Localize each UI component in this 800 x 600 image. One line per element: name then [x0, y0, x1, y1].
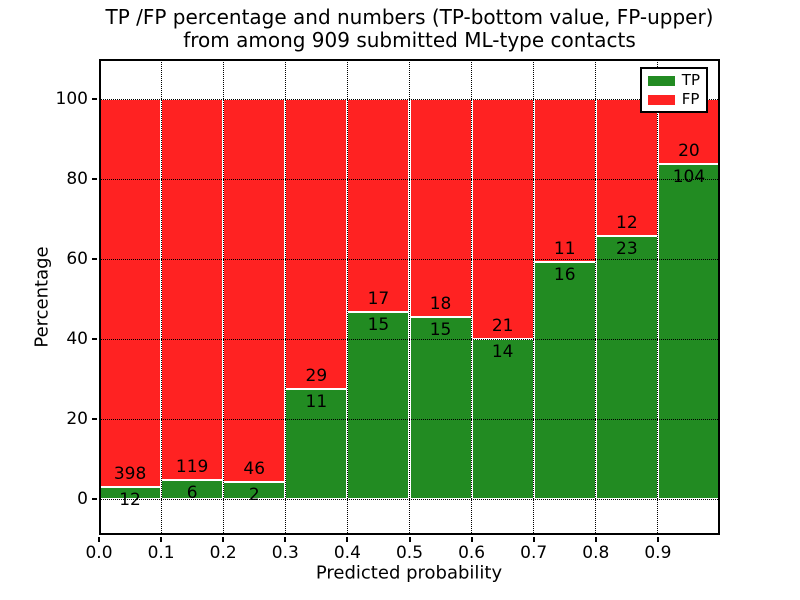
chart-title-line2: from among 909 submitted ML-type contact…	[183, 28, 636, 52]
bar-segment-tp	[347, 311, 410, 499]
bar-segment-tp	[409, 317, 472, 499]
x-tick-mark	[408, 537, 411, 542]
legend-item-fp: FP	[647, 90, 700, 108]
bar-segment-fp	[533, 99, 596, 262]
bar-segment-tp	[223, 482, 286, 499]
bar-segment-fp	[161, 99, 224, 480]
bar-segment-fp	[223, 99, 286, 483]
bar-label-fp: 11	[553, 238, 576, 259]
bar-label-tp: 2	[248, 485, 260, 506]
x-tick-mark	[160, 537, 163, 542]
bar-segment-fp	[409, 99, 472, 318]
y-tick-mark	[92, 258, 97, 260]
bar-segment-fp	[347, 99, 410, 312]
bar-label-fp: 20	[678, 140, 700, 161]
bar-label-fp: 12	[616, 213, 638, 234]
bar-segment-tp	[161, 479, 224, 499]
bar-label-fp: 17	[367, 288, 390, 309]
bar-segment-fp	[595, 99, 658, 237]
x-tick-label: 0.0	[85, 543, 113, 563]
bar-label-tp: 14	[491, 342, 514, 362]
bar-segment-fp	[99, 99, 162, 488]
x-tick-label: 0.9	[644, 543, 672, 563]
y-tick-mark	[92, 418, 97, 420]
x-tick-mark	[284, 537, 287, 542]
x-tick-label: 0.8	[582, 543, 610, 563]
bar-label-tp: 6	[186, 482, 198, 503]
bar-label-tp: 16	[553, 264, 576, 285]
legend-label-tp: TP	[681, 71, 700, 89]
bar-label-tp: 15	[367, 314, 390, 335]
legend-swatch-tp	[647, 75, 675, 86]
x-tick-label: 0.4	[333, 543, 361, 563]
gridline-vertical	[222, 59, 224, 535]
x-tick-mark	[470, 537, 473, 542]
legend-item-tp: TP	[647, 71, 700, 89]
bar-segment-tp	[657, 163, 720, 499]
x-tick-mark	[98, 537, 100, 542]
gridline-horizontal	[99, 98, 720, 100]
bar-label-fp: 398	[113, 464, 147, 485]
x-tick-label: 0.3	[271, 543, 299, 563]
gridline-horizontal	[99, 338, 720, 340]
x-tick-mark	[594, 537, 597, 542]
y-tick-mark	[92, 178, 97, 180]
x-tick-label: 0.6	[458, 543, 486, 563]
bar-label-fp: 46	[243, 459, 266, 480]
bar-segment-fp	[285, 99, 348, 389]
gridline-horizontal	[99, 418, 720, 420]
x-tick-mark	[656, 537, 659, 542]
x-tick-mark	[346, 537, 349, 542]
bar-label-tp: 15	[429, 320, 452, 341]
gridline-horizontal	[99, 498, 720, 500]
y-tick-label: 100	[55, 89, 88, 109]
legend-label-fp: FP	[681, 90, 700, 108]
gridline-vertical	[160, 59, 162, 535]
gridline-vertical	[346, 59, 348, 535]
x-axis-label: Predicted probability	[315, 562, 503, 584]
legend-swatch-fp	[647, 94, 675, 105]
x-tick-mark	[222, 537, 225, 542]
gridline-horizontal	[99, 258, 720, 260]
x-tick-label: 0.1	[147, 543, 175, 563]
chart-title: TP /FP percentage and numbers (TP-bottom…	[99, 6, 720, 52]
bar-segment-fp	[471, 99, 534, 339]
x-tick-label: 0.2	[209, 543, 237, 563]
bar-label-fp: 119	[175, 456, 209, 477]
chart-title-line1: TP /FP percentage and numbers (TP-bottom…	[105, 5, 714, 29]
bar-label-tp: 11	[305, 392, 328, 412]
y-tick-mark	[92, 498, 97, 500]
y-tick-mark	[92, 338, 97, 340]
x-tick-label: 0.5	[395, 543, 424, 563]
y-tick-label: 80	[66, 169, 88, 189]
bar-segment-tp	[285, 389, 348, 499]
gridline-vertical	[595, 59, 597, 535]
x-tick-mark	[532, 537, 535, 542]
y-tick-label: 20	[66, 409, 88, 429]
bar-label-fp: 21	[491, 316, 514, 336]
legend: TP FP	[639, 67, 708, 113]
gridline-vertical	[657, 59, 659, 535]
bar-segment-tp	[595, 236, 658, 499]
bar-label-fp: 18	[429, 294, 452, 315]
bar-label-tp: 12	[119, 490, 141, 511]
y-tick-label: 60	[66, 249, 88, 269]
bar-label-fp: 29	[305, 366, 328, 386]
bar-label-tp: 104	[672, 166, 706, 187]
gridline-vertical	[284, 59, 286, 535]
gridline-vertical	[533, 59, 535, 535]
bar-label-tp: 23	[616, 239, 638, 260]
y-tick-mark	[92, 98, 97, 100]
gridline-horizontal	[99, 178, 720, 180]
gridline-vertical	[409, 59, 410, 535]
plot-area: TP FP 398 12 119 6 46 2 29 11 17 15 18 15 21 14 11 16 12…	[99, 59, 720, 535]
gridline-vertical	[471, 59, 473, 535]
x-tick-label: 0.7	[520, 543, 548, 563]
bar-segment-tp	[533, 261, 596, 499]
y-tick-label: 0	[77, 489, 88, 509]
y-tick-label: 40	[66, 329, 88, 349]
